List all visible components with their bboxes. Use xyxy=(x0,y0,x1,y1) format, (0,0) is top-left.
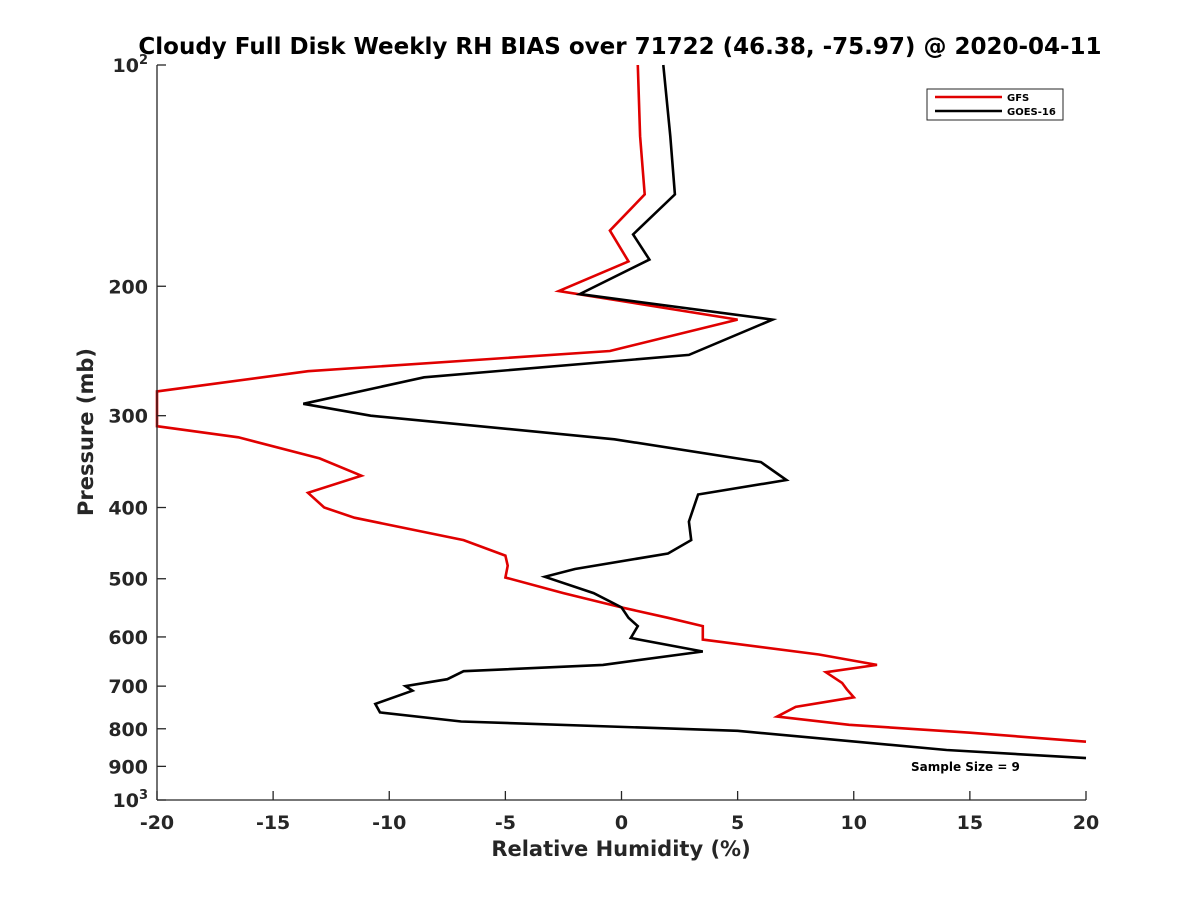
series-layer xyxy=(155,64,1087,760)
y-tick-label: 400 xyxy=(108,498,148,520)
y-tick-label: 300 xyxy=(108,406,148,428)
sample-size-annotation: Sample Size = 9 xyxy=(911,760,1020,774)
y-tick-label: 600 xyxy=(108,627,148,649)
x-axis-label: Relative Humidity (%) xyxy=(491,837,750,861)
x-tick-label: -20 xyxy=(140,812,174,834)
y-tick-label: 900 xyxy=(108,756,148,778)
y-tick-label: 500 xyxy=(108,569,148,591)
x-tick-label: 20 xyxy=(1073,812,1099,834)
y-tick-label: 800 xyxy=(108,719,148,741)
y-tick-label: 103 xyxy=(113,788,149,812)
series-line-goes-16 xyxy=(303,64,1087,760)
y-tick-label: 700 xyxy=(108,676,148,698)
x-tick-label: -15 xyxy=(256,812,290,834)
x-tick-label: 10 xyxy=(841,812,867,834)
plot-area: -20 -15 -10 -5 0 5 10 15 20 102 200 300 400 500 600 70… xyxy=(108,53,1099,834)
x-tick-label: -10 xyxy=(372,812,406,834)
x-tick-label: 15 xyxy=(957,812,983,834)
y-axis-label: Pressure (mb) xyxy=(74,348,98,516)
x-tick-label: 0 xyxy=(615,812,628,834)
x-tick-label: -5 xyxy=(495,812,516,834)
legend-box xyxy=(926,88,1064,121)
series-line-gfs xyxy=(155,64,1087,743)
chart-title: Cloudy Full Disk Weekly RH BIAS over 717… xyxy=(138,34,1101,60)
x-ticks: -20 -15 -10 -5 0 5 10 15 20 xyxy=(140,791,1099,834)
legend-label: GFS xyxy=(1007,93,1029,104)
legend: GFS GOES-16 xyxy=(926,88,1064,121)
y-tick-label: 200 xyxy=(108,276,148,298)
x-tick-label: 5 xyxy=(731,812,744,834)
legend-label: GOES-16 xyxy=(1007,107,1056,118)
y-ticks: 102 200 300 400 500 600 700 800 900 103 xyxy=(108,53,166,812)
y-tick-label: 102 xyxy=(113,53,149,77)
